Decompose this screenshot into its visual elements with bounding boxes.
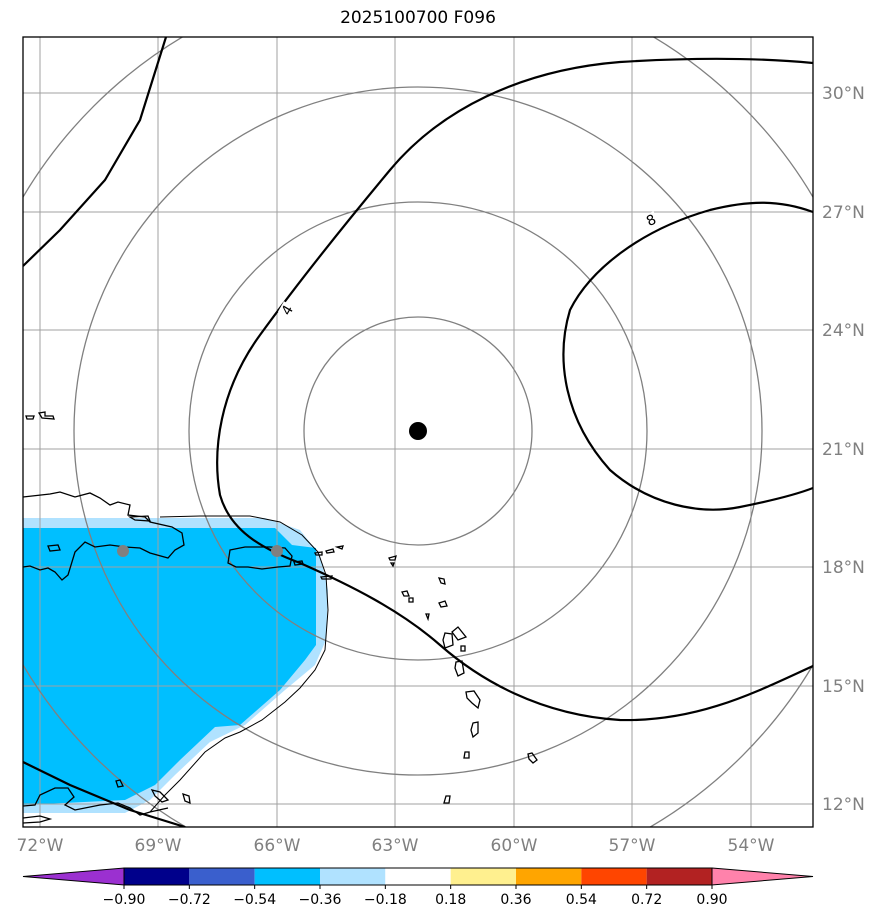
colorbar-tick-label: 0.18 (435, 892, 466, 908)
shading-dark-region (23, 528, 316, 805)
colorbar-segment (516, 868, 582, 885)
lat-tick-label: 12°N (822, 795, 865, 815)
colorbar-segment (320, 868, 386, 885)
lon-tick-label: 69°W (135, 836, 182, 856)
colorbar-segment (254, 868, 320, 885)
colorbar-tick-label: 0.36 (500, 892, 531, 908)
colorbar-segment (450, 868, 516, 885)
colorbar-tick-label: 0.54 (566, 892, 597, 908)
city-marker-santo-domingo (117, 545, 129, 557)
colorbar-extend-high (711, 867, 814, 886)
colorbar-tick-label: −0.18 (364, 892, 407, 908)
colorbar-segment (646, 868, 712, 885)
colorbar-tick-label: −0.36 (299, 892, 342, 908)
map-title: 2025100700 F096 (340, 8, 496, 28)
lat-tick-label: 24°N (822, 321, 865, 341)
storm-center-marker (409, 422, 427, 440)
coastlines (23, 411, 538, 824)
city-marker-san-juan (271, 545, 283, 557)
colorbar-segment (124, 868, 190, 885)
colorbar-tick-label: 0.72 (631, 892, 662, 908)
lon-tick-label: 63°W (372, 836, 419, 856)
colorbar-tick-label: −0.90 (103, 892, 146, 908)
lon-tick-label: 60°W (491, 836, 538, 856)
lat-tick-label: 21°N (822, 440, 865, 460)
lon-tick-label: 66°W (254, 836, 301, 856)
colorbar-segment (385, 868, 451, 885)
lon-tick-label: 54°W (728, 836, 775, 856)
colorbar-outline (123, 867, 713, 886)
lon-tick-labels: 72°W 69°W 66°W 63°W 60°W 57°W 54°W (17, 836, 775, 856)
contours (23, 37, 813, 827)
colorbar-tick-label: −0.54 (233, 892, 276, 908)
lat-tick-label: 30°N (822, 84, 865, 104)
graticule (23, 37, 813, 827)
colorbar-segment (189, 868, 255, 885)
colorbar-tick-label: 0.90 (696, 892, 727, 908)
lon-tick-label: 57°W (609, 836, 656, 856)
range-rings (23, 37, 813, 827)
colorbar: −0.90 −0.72 −0.54 −0.36 −0.18 0.18 0.36 0.54 0.7… (22, 867, 814, 908)
colorbar-segment (581, 868, 647, 885)
lat-tick-label: 15°N (822, 677, 865, 697)
colorbar-extend-low (22, 867, 125, 886)
colorbar-tick-label: −0.72 (168, 892, 211, 908)
lat-tick-label: 18°N (822, 558, 865, 578)
lat-tick-label: 27°N (822, 203, 865, 223)
plot-frame (22, 36, 814, 828)
lon-tick-label: 72°W (17, 836, 64, 856)
lat-tick-labels: 30°N 27°N 24°N 21°N 18°N 15°N 12°N (822, 84, 865, 815)
